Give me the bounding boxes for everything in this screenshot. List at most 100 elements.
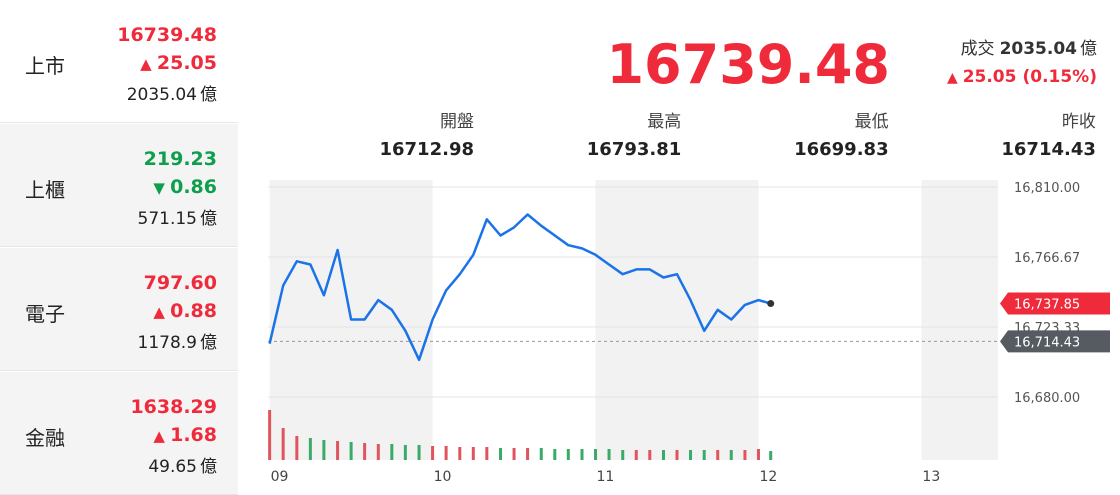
prev_close-tag	[1000, 330, 1110, 353]
volume-label: 成交	[961, 39, 995, 59]
volume-bar	[308, 438, 312, 460]
volume-bar	[526, 448, 530, 460]
volume-bar	[431, 446, 435, 460]
volume-unit: 億	[200, 333, 217, 353]
volume-bar	[281, 428, 285, 460]
stat-value: 16714.43	[1001, 139, 1096, 160]
x-tick-label: 10	[434, 469, 452, 485]
shaded-band	[595, 180, 759, 460]
volume-bar	[390, 444, 394, 460]
volume-bar	[403, 445, 407, 460]
stat-value: 16712.98	[379, 139, 474, 160]
change-arrow: ▲	[947, 70, 963, 86]
market-change: ▲ 1.68	[153, 424, 217, 446]
volume-bar	[648, 450, 652, 460]
market-volume-value: 2035.04	[126, 85, 197, 105]
market-change: ▲ 25.05	[140, 52, 217, 74]
market-name: 金融	[25, 426, 65, 450]
volume-bar	[512, 448, 516, 460]
change-arrow: ▲	[153, 427, 171, 445]
volume-bar	[675, 450, 679, 460]
big-price: 16739.48	[606, 33, 890, 96]
volume-bar	[580, 449, 584, 460]
change-value: 25.05	[963, 67, 1017, 87]
volume-bar	[268, 410, 272, 460]
volume-bar	[769, 451, 773, 460]
market-change: ▼ 0.86	[153, 176, 217, 198]
volume-bar	[349, 442, 353, 460]
market-volume: 1178.9 億	[138, 328, 217, 353]
market-change: ▲ 0.88	[153, 300, 217, 322]
market-volume-value: 571.15	[137, 209, 197, 229]
volume-bar	[471, 447, 475, 460]
volume-bar	[322, 440, 326, 460]
price-line	[268, 213, 772, 362]
volume-bar	[539, 448, 543, 460]
volume-bar	[458, 447, 462, 460]
last-label: 16,737.85	[1014, 298, 1080, 313]
stat-label: 最高	[647, 112, 681, 132]
volume-bar	[634, 450, 638, 460]
market-value: 797.60	[143, 272, 217, 294]
volume-bar	[729, 450, 733, 460]
y-tick-label: 16,680.00	[1014, 391, 1080, 406]
sidebar: 上市 16739.48 ▲ 25.05 2035.04 億上櫃 219.23 ▼ 0.86 5…	[0, 0, 238, 495]
change-pct: (0.15%)	[1022, 67, 1097, 87]
market-volume: 2035.04 億	[127, 80, 217, 105]
stat-label: 開盤	[440, 112, 474, 132]
market-value: 219.23	[143, 148, 217, 170]
market-name: 電子	[25, 302, 65, 326]
volume-bar	[743, 450, 747, 460]
market-row[interactable]: 金融 1638.29 ▲ 1.68 49.65 億	[0, 372, 238, 495]
market-change-value: 0.86	[170, 176, 217, 198]
volume-bar	[689, 450, 693, 460]
volume-bar	[417, 445, 421, 460]
volume-unit: 億	[1080, 39, 1097, 59]
volume-bar	[621, 450, 625, 460]
header-change: ▲ 25.05 (0.15%)	[947, 67, 1097, 87]
change-arrow: ▲	[140, 55, 157, 73]
volume-bar	[444, 446, 448, 460]
volume-unit: 億	[200, 85, 217, 105]
market-value: 1638.29	[130, 396, 217, 418]
market-row[interactable]: 電子 797.60 ▲ 0.88 1178.9 億	[0, 248, 238, 371]
market-volume-value: 1178.9	[137, 333, 197, 353]
volume-bar	[702, 450, 706, 460]
volume-bar	[376, 444, 380, 460]
y-tick-label: 16,810.00	[1014, 181, 1080, 196]
volume-bar	[756, 449, 760, 460]
last-point	[767, 300, 775, 308]
volume-bar	[499, 448, 503, 460]
volume-unit: 億	[200, 209, 217, 229]
volume-bar	[594, 449, 598, 460]
change-arrow: ▼	[153, 179, 171, 197]
market-name: 上市	[25, 54, 65, 78]
volume-bar	[661, 450, 665, 460]
market-name: 上櫃	[25, 178, 65, 202]
last-tag	[1000, 292, 1110, 315]
x-tick-label: 12	[759, 469, 777, 485]
market-volume: 571.15 億	[138, 204, 217, 229]
market-row[interactable]: 上市 16739.48 ▲ 25.05 2035.04 億	[0, 0, 238, 123]
market-change-value: 0.88	[170, 300, 217, 322]
market-volume: 49.65 億	[148, 452, 217, 477]
market-change-value: 1.68	[170, 424, 217, 446]
x-tick-label: 11	[597, 469, 615, 485]
x-tick-label: 09	[271, 469, 289, 485]
stat-label: 昨收	[1062, 112, 1096, 132]
market-row[interactable]: 上櫃 219.23 ▼ 0.86 571.15 億	[0, 124, 238, 247]
stat-value: 16793.81	[587, 139, 682, 160]
y-tick-label: 16,766.67	[1014, 251, 1080, 266]
stat-label: 最低	[855, 112, 889, 132]
volume-bar	[363, 443, 367, 460]
volume-unit: 億	[200, 457, 217, 477]
volume-bar	[716, 450, 720, 460]
volume-bar	[336, 441, 340, 460]
market-change-value: 25.05	[156, 52, 217, 74]
volume-bar	[295, 436, 299, 460]
change-arrow: ▲	[153, 303, 171, 321]
volume-bar	[566, 449, 570, 460]
market-value: 16739.48	[117, 24, 217, 46]
